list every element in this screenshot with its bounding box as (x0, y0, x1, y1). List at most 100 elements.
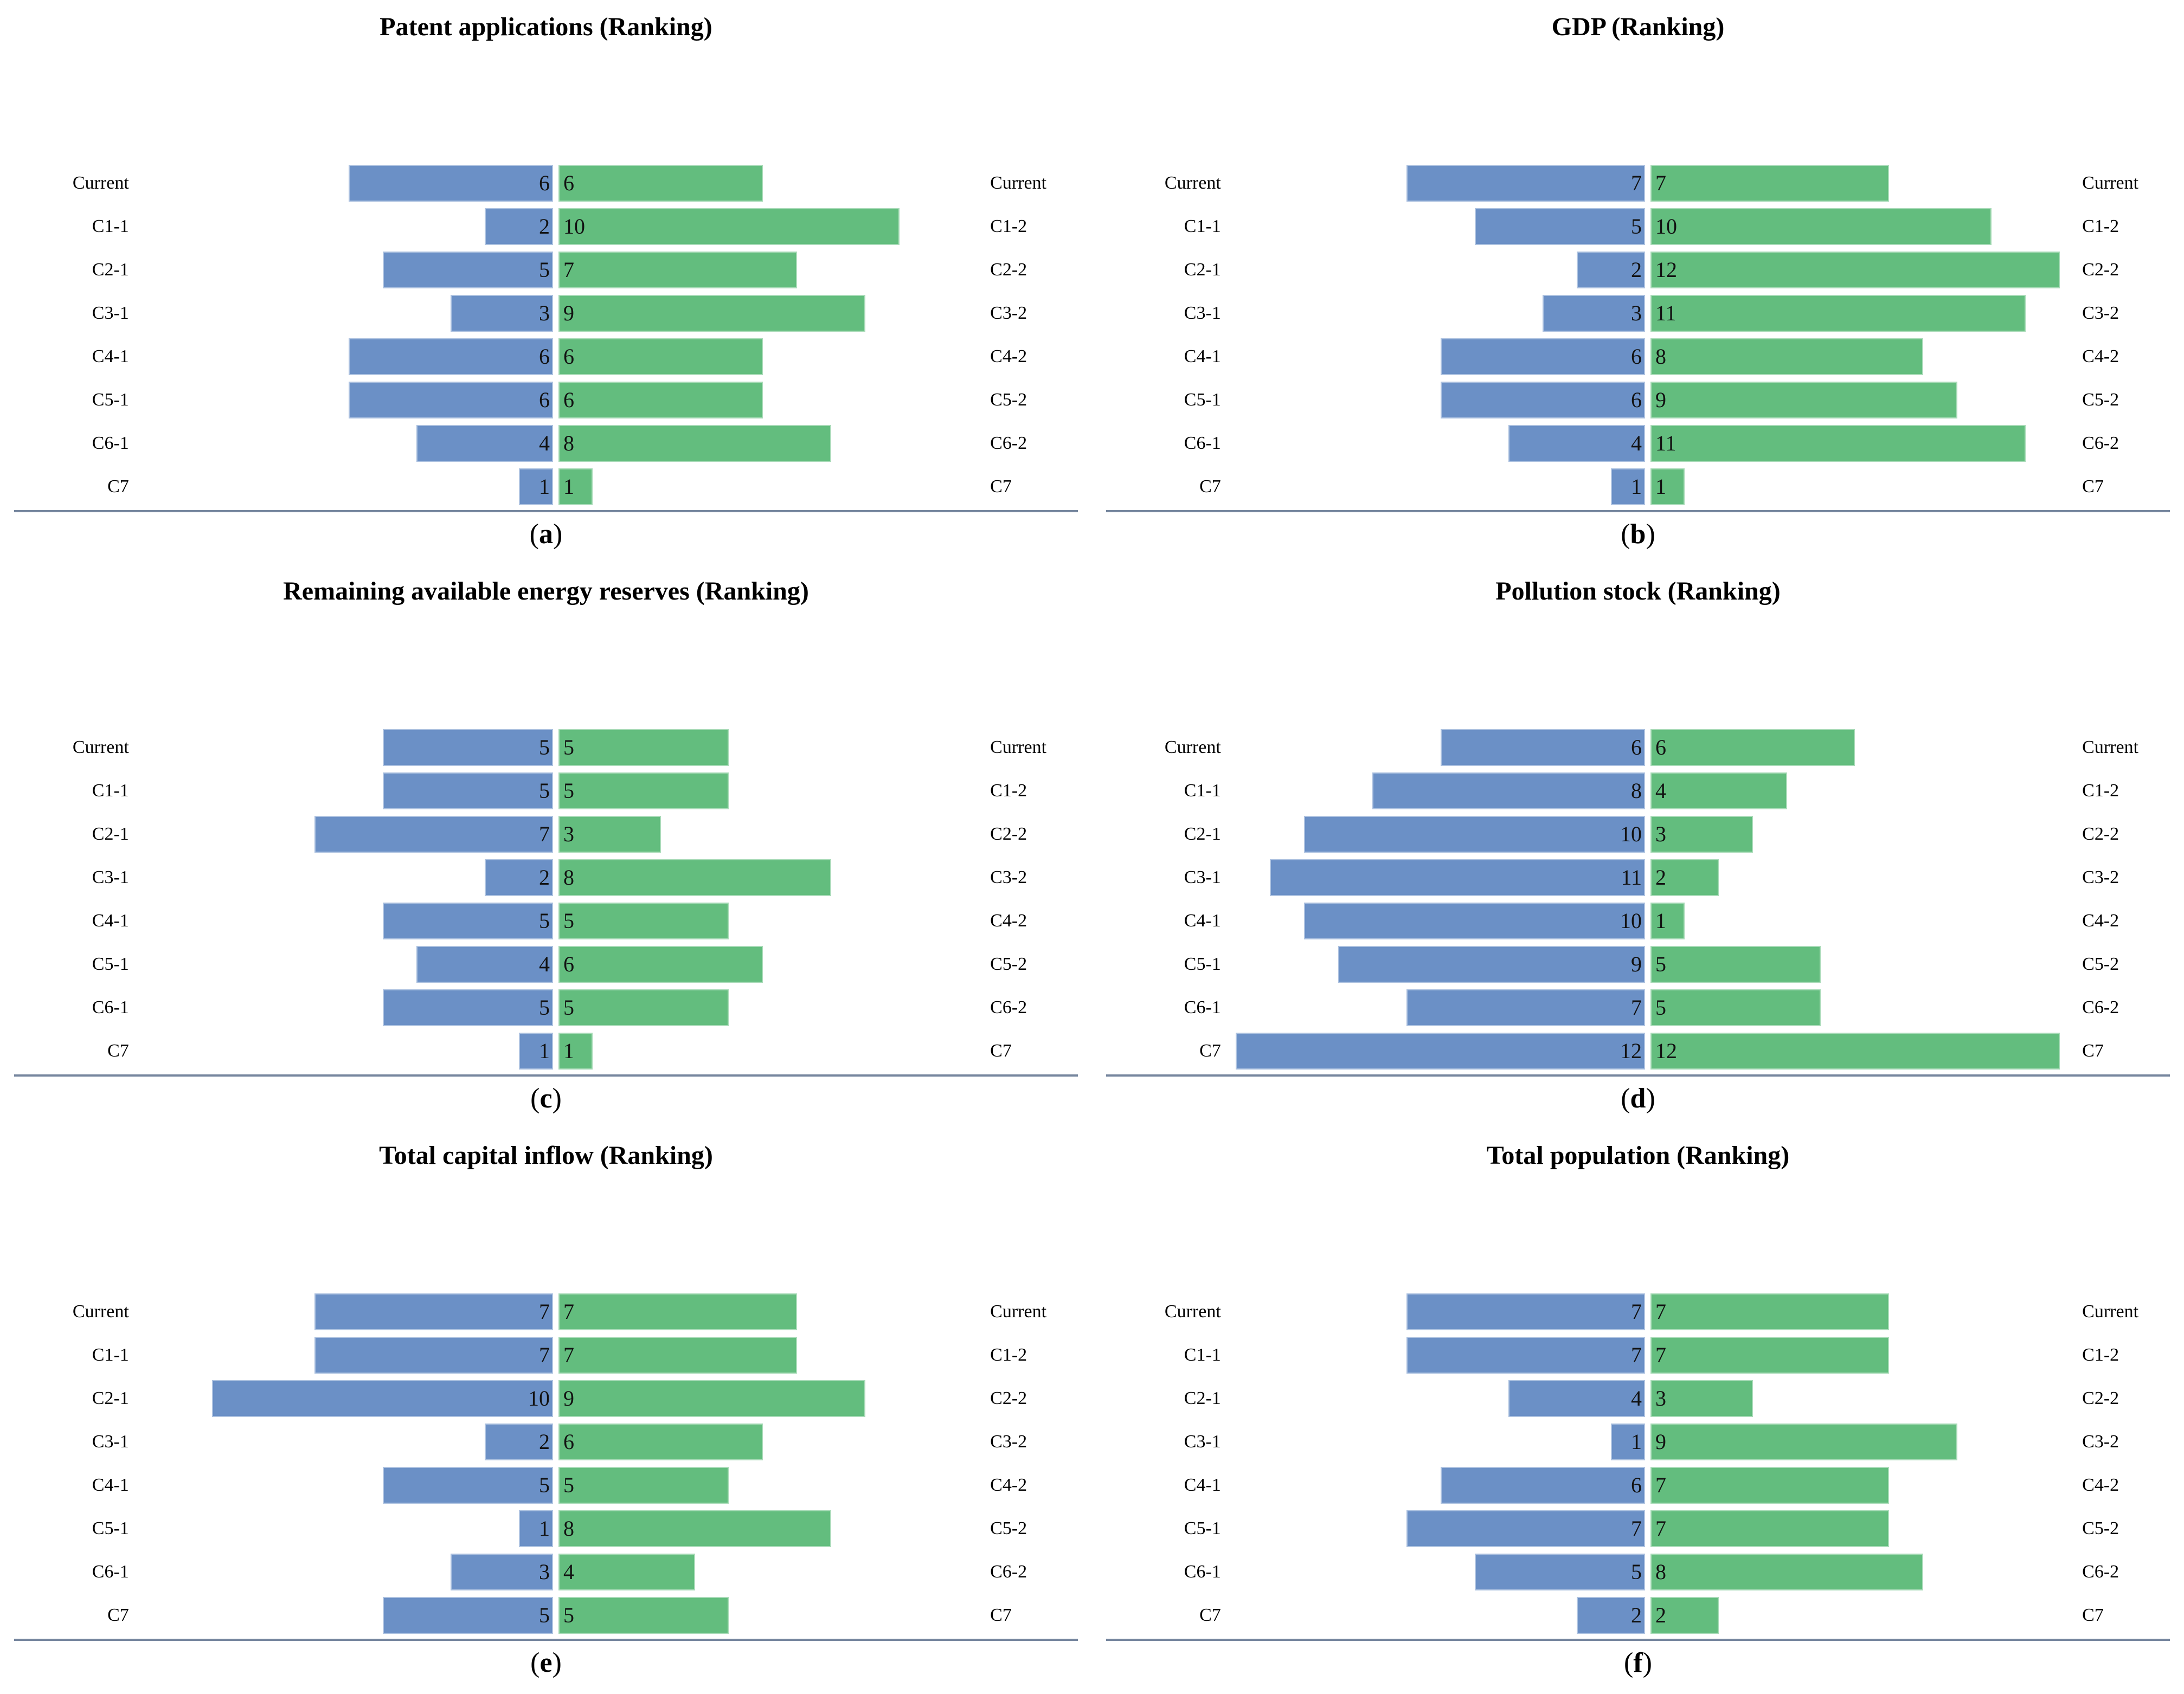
right-half: 9 (556, 1377, 982, 1420)
right-bar: 12 (1650, 1033, 2060, 1070)
row-left-label: C4-1 (92, 1475, 129, 1495)
row-right-label: C2-2 (990, 260, 1027, 280)
left-value: 6 (1630, 344, 1642, 369)
chart-row: C6-1 4 11 C6-2 (1096, 422, 2180, 465)
chart-row: C2-1 10 3 C2-2 (1096, 813, 2180, 856)
right-bar: 8 (558, 1510, 831, 1547)
chart-rows: Current 6 6 Current C1-1 2 10 C1-2 C2-1 … (4, 162, 1088, 508)
row-right-label: C5-2 (2082, 954, 2119, 974)
chart-row: C5-1 1 8 C5-2 (4, 1507, 1088, 1550)
right-half: 7 (1648, 1334, 2074, 1377)
right-bar: 6 (1650, 729, 1855, 766)
left-half: 6 (129, 378, 556, 422)
left-bar: 7 (1406, 1510, 1645, 1547)
left-bar: 3 (1542, 295, 1645, 332)
left-half: 4 (129, 422, 556, 465)
left-half: 4 (1221, 422, 1648, 465)
row-left-label: C2-1 (92, 824, 129, 844)
right-bar: 9 (558, 1380, 865, 1417)
left-half: 7 (1221, 1507, 1648, 1550)
right-bar: 8 (558, 425, 831, 462)
row-left-label: C2-1 (1184, 824, 1221, 844)
right-value: 8 (563, 1516, 574, 1541)
right-value: 4 (1655, 778, 1666, 803)
row-right-label: C3-2 (2082, 1432, 2119, 1452)
caption-close-paren: ) (1646, 1083, 1655, 1114)
right-bar: 9 (1650, 382, 1957, 418)
chart-title: Total population (Ranking) (1486, 1141, 1790, 1170)
left-half: 5 (1221, 205, 1648, 248)
right-value: 6 (563, 388, 574, 412)
row-left-label: C1-1 (92, 1345, 129, 1365)
left-bar: 5 (382, 1467, 553, 1504)
right-bar: 12 (1650, 252, 2060, 288)
chart-row: C2-1 2 12 C2-2 (1096, 248, 2180, 292)
row-left-label: C2-1 (1184, 260, 1221, 280)
row-left-label: C7 (107, 476, 129, 497)
row-left-label: C3-1 (92, 867, 129, 887)
left-value: 4 (1630, 1386, 1642, 1410)
left-bar: 5 (382, 1597, 553, 1634)
left-value: 6 (1630, 1473, 1642, 1497)
left-half: 2 (1221, 248, 1648, 292)
right-half: 8 (556, 1507, 982, 1550)
left-bar: 12 (1235, 1033, 1645, 1070)
row-left-label: C1-1 (1184, 216, 1221, 236)
right-value: 5 (563, 735, 574, 759)
right-bar: 3 (1650, 816, 1753, 853)
right-value: 5 (563, 995, 574, 1020)
right-half: 8 (1648, 1550, 2074, 1594)
chart-row: C4-1 5 5 C4-2 (4, 1464, 1088, 1507)
left-bar: 10 (1303, 903, 1645, 939)
left-bar: 5 (382, 729, 553, 766)
row-left-label: C3-1 (92, 303, 129, 323)
left-value: 7 (538, 1343, 550, 1367)
left-half: 5 (129, 899, 556, 943)
row-left-label: C4-1 (92, 346, 129, 366)
row-right-label: C4-2 (2082, 1475, 2119, 1495)
row-right-label: Current (2082, 1302, 2139, 1322)
row-right-label: C2-2 (2082, 1388, 2119, 1408)
row-left-label: C4-1 (1184, 1475, 1221, 1495)
row-right-label: C1-2 (2082, 216, 2119, 236)
left-half: 7 (1221, 1334, 1648, 1377)
left-bar: 4 (1508, 425, 1645, 462)
left-value: 6 (538, 388, 550, 412)
row-right-label: C7 (2082, 1041, 2104, 1061)
row-right-label: C5-2 (990, 390, 1027, 410)
left-bar: 7 (1406, 989, 1645, 1026)
right-value: 7 (563, 257, 574, 282)
row-left-label: C6-1 (1184, 433, 1221, 453)
row-right-label: C3-2 (2082, 303, 2119, 323)
right-value: 5 (563, 778, 574, 803)
left-bar: 6 (1440, 338, 1645, 375)
chart-row: C1-1 7 7 C1-2 (4, 1334, 1088, 1377)
chart-row: C2-1 4 3 C2-2 (1096, 1377, 2180, 1420)
row-left-label: C5-1 (92, 390, 129, 410)
chart-row: C3-1 1 9 C3-2 (1096, 1420, 2180, 1464)
row-left-label: Current (72, 737, 129, 757)
right-value: 9 (563, 1386, 574, 1410)
axis-baseline (14, 1639, 1078, 1641)
caption-letter: e (539, 1647, 553, 1678)
row-right-label: C4-2 (2082, 911, 2119, 931)
chart-row: C7 5 5 C7 (4, 1594, 1088, 1637)
left-bar: 7 (314, 1337, 553, 1374)
row-left-label: C5-1 (1184, 954, 1221, 974)
left-half: 4 (1221, 1377, 1648, 1420)
chart-row: C1-1 5 5 C1-2 (4, 769, 1088, 813)
caption-open-paren: ( (530, 1083, 540, 1114)
caption-close-paren: ) (552, 1083, 562, 1114)
row-right-label: C6-2 (2082, 1562, 2119, 1582)
row-right-label: C1-2 (990, 1345, 1027, 1365)
left-value: 7 (1630, 171, 1642, 195)
row-right-label: C2-2 (2082, 824, 2119, 844)
row-left-label: Current (72, 173, 129, 193)
left-half: 6 (129, 162, 556, 205)
chart-row: C1-1 5 10 C1-2 (1096, 205, 2180, 248)
right-value: 5 (1655, 952, 1666, 976)
chart-rows: Current 7 7 Current C1-1 7 7 C1-2 C2-1 1… (4, 1290, 1088, 1637)
chart-row: C6-1 5 5 C6-2 (4, 986, 1088, 1029)
right-half: 7 (1648, 162, 2074, 205)
right-value: 7 (563, 1343, 574, 1367)
